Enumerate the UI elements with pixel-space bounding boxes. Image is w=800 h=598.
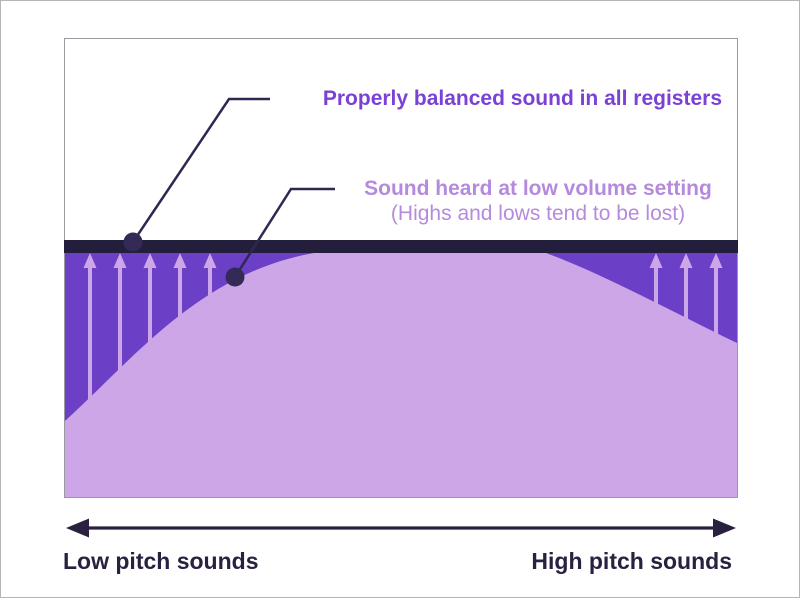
leader-line-balanced [123,97,270,252]
low-volume-label-line1: Sound heard at low volume setting [364,177,712,200]
balanced-sound-line [64,240,738,253]
low-volume-label: Sound heard at low volume setting (Highs… [308,176,768,226]
leader-line [233,187,335,278]
up-arrow-icon [113,253,127,446]
low-pitch-label: Low pitch sounds [63,548,259,574]
loss-arrows-left [83,253,217,446]
high-pitch-label: High pitch sounds [531,548,732,574]
up-arrow-icon [679,253,693,446]
balanced-sound-label: Properly balanced sound in all registers [322,87,722,110]
up-arrow-icon [649,253,663,446]
up-arrow-icon [709,253,723,446]
leader-dot [225,267,245,287]
right-arrowhead-icon [713,518,736,538]
loss-arrows-right [649,253,723,446]
up-arrow-icon [83,253,97,446]
low-volume-label-line2: (Highs and lows tend to be lost) [390,202,686,225]
leader-dot [123,232,143,252]
leader-line [131,97,270,243]
pitch-axis-arrow [66,518,736,538]
up-arrow-icon [203,253,217,446]
low-volume-curve [65,253,737,497]
up-arrow-icon [143,253,157,446]
leader-line-low-volume [225,187,335,287]
left-arrowhead-icon [66,518,89,538]
up-arrow-icon [173,253,187,446]
